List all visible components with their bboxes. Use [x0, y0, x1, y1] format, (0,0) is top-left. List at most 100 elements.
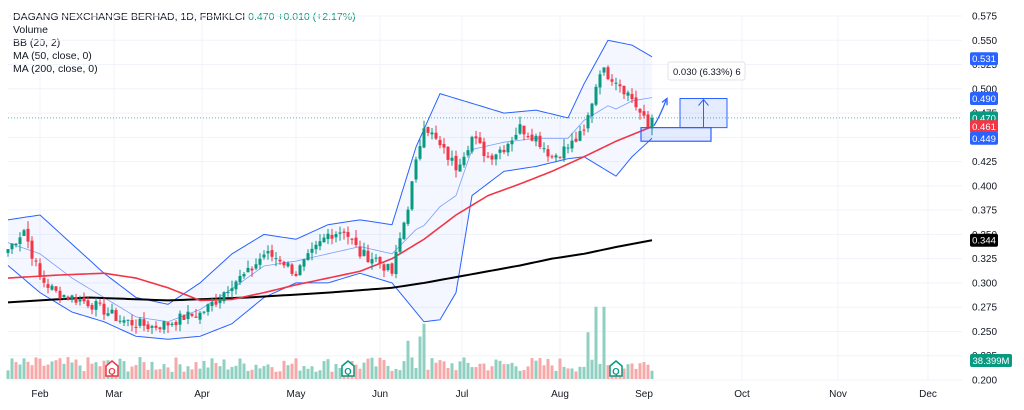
candle — [126, 319, 130, 327]
candle — [342, 228, 346, 240]
volume-bar — [18, 364, 22, 379]
candle — [474, 130, 478, 145]
volume-bar — [362, 362, 366, 379]
x-tick-label: Jul — [456, 389, 469, 400]
candle — [46, 278, 50, 294]
earnings-badge: Q — [105, 360, 119, 378]
candle — [422, 120, 426, 149]
candle-body — [74, 297, 78, 303]
candle — [322, 233, 326, 243]
candle — [358, 240, 362, 259]
price-axis-label: 0.531 — [970, 52, 998, 66]
candle-body — [114, 310, 118, 322]
volume-bar — [578, 366, 582, 379]
candle — [566, 143, 570, 154]
candle — [582, 124, 586, 136]
candle-body — [406, 209, 410, 224]
legend-ma50[interactable]: MA (50, close, 0) — [13, 50, 92, 62]
candle — [222, 291, 226, 304]
candle — [590, 102, 594, 123]
candle — [634, 90, 638, 111]
volume-bar — [410, 357, 414, 379]
candle-body — [582, 129, 586, 131]
candle — [234, 280, 238, 295]
legend-ma200[interactable]: MA (200, close, 0) — [13, 63, 98, 75]
candle-body — [174, 322, 178, 326]
candle — [454, 150, 458, 178]
candle-body — [254, 264, 258, 269]
volume-bar — [34, 357, 38, 379]
volume-bar — [574, 371, 578, 379]
volume-bar — [182, 371, 186, 379]
volume-bar — [462, 357, 466, 379]
candle — [218, 294, 222, 309]
candle — [578, 125, 582, 142]
x-tick-label: Apr — [194, 389, 210, 400]
candle-body — [234, 281, 238, 290]
candle — [570, 132, 574, 153]
candle-body — [142, 319, 146, 326]
candle-body — [334, 234, 338, 238]
volume-bar — [590, 359, 594, 379]
candle-body — [182, 315, 186, 320]
candle — [230, 280, 234, 298]
candle — [338, 226, 342, 241]
candle — [34, 258, 38, 267]
candle-body — [130, 320, 134, 326]
candle — [594, 84, 598, 107]
candle-body — [214, 301, 218, 305]
legend-title-row: DAGANG NEXCHANGE BERHAD, 1D, FBMKLCI 0.4… — [13, 11, 356, 24]
price-label-text: 0.344 — [972, 236, 996, 247]
candle-body — [374, 257, 378, 259]
volume-bar — [622, 368, 626, 379]
candle-body — [402, 222, 406, 240]
candle-body — [558, 156, 562, 158]
candle-body — [126, 319, 130, 321]
candle — [106, 307, 110, 317]
volume-bar — [14, 362, 18, 379]
candle-body — [530, 134, 534, 141]
volume-bar — [546, 358, 550, 379]
candle — [178, 310, 182, 332]
legend-volume[interactable]: Volume — [13, 24, 49, 36]
y-tick-label: 0.400 — [972, 181, 997, 192]
volume-bar — [490, 366, 494, 379]
candle-body — [266, 251, 270, 254]
ma200-line — [7, 239, 653, 304]
candle-body — [438, 139, 442, 146]
candle-body — [642, 111, 646, 116]
volume-bar — [338, 367, 342, 379]
volume-bar — [510, 362, 514, 379]
volume-label-box — [970, 354, 1012, 367]
candle-body — [638, 108, 642, 113]
measure-label-box — [667, 61, 746, 81]
candle-body — [118, 320, 122, 322]
candle-body — [358, 246, 362, 257]
candle-body — [158, 327, 162, 330]
volume-bar — [266, 364, 270, 379]
candle — [450, 150, 454, 166]
volume-bar — [258, 368, 262, 379]
candle-body — [366, 250, 370, 262]
candle — [518, 116, 522, 135]
candle-body — [422, 128, 426, 148]
candle — [426, 126, 430, 137]
candle — [254, 258, 258, 271]
volume-bar — [514, 366, 518, 379]
volume-bar — [178, 364, 182, 379]
volume-bar — [414, 367, 418, 379]
candle-body — [382, 264, 386, 271]
candle-body — [462, 156, 466, 166]
candle-body — [206, 304, 210, 312]
candle-body — [414, 159, 418, 180]
candle-body — [34, 260, 38, 262]
candle — [86, 296, 90, 309]
volume-bar — [222, 359, 226, 379]
candle-body — [534, 135, 538, 142]
price-axis-label: 0.461 — [970, 120, 998, 134]
volume-bar — [306, 368, 310, 379]
candle-body — [250, 268, 254, 271]
volume-bar — [446, 367, 450, 379]
candle-body — [646, 114, 650, 128]
